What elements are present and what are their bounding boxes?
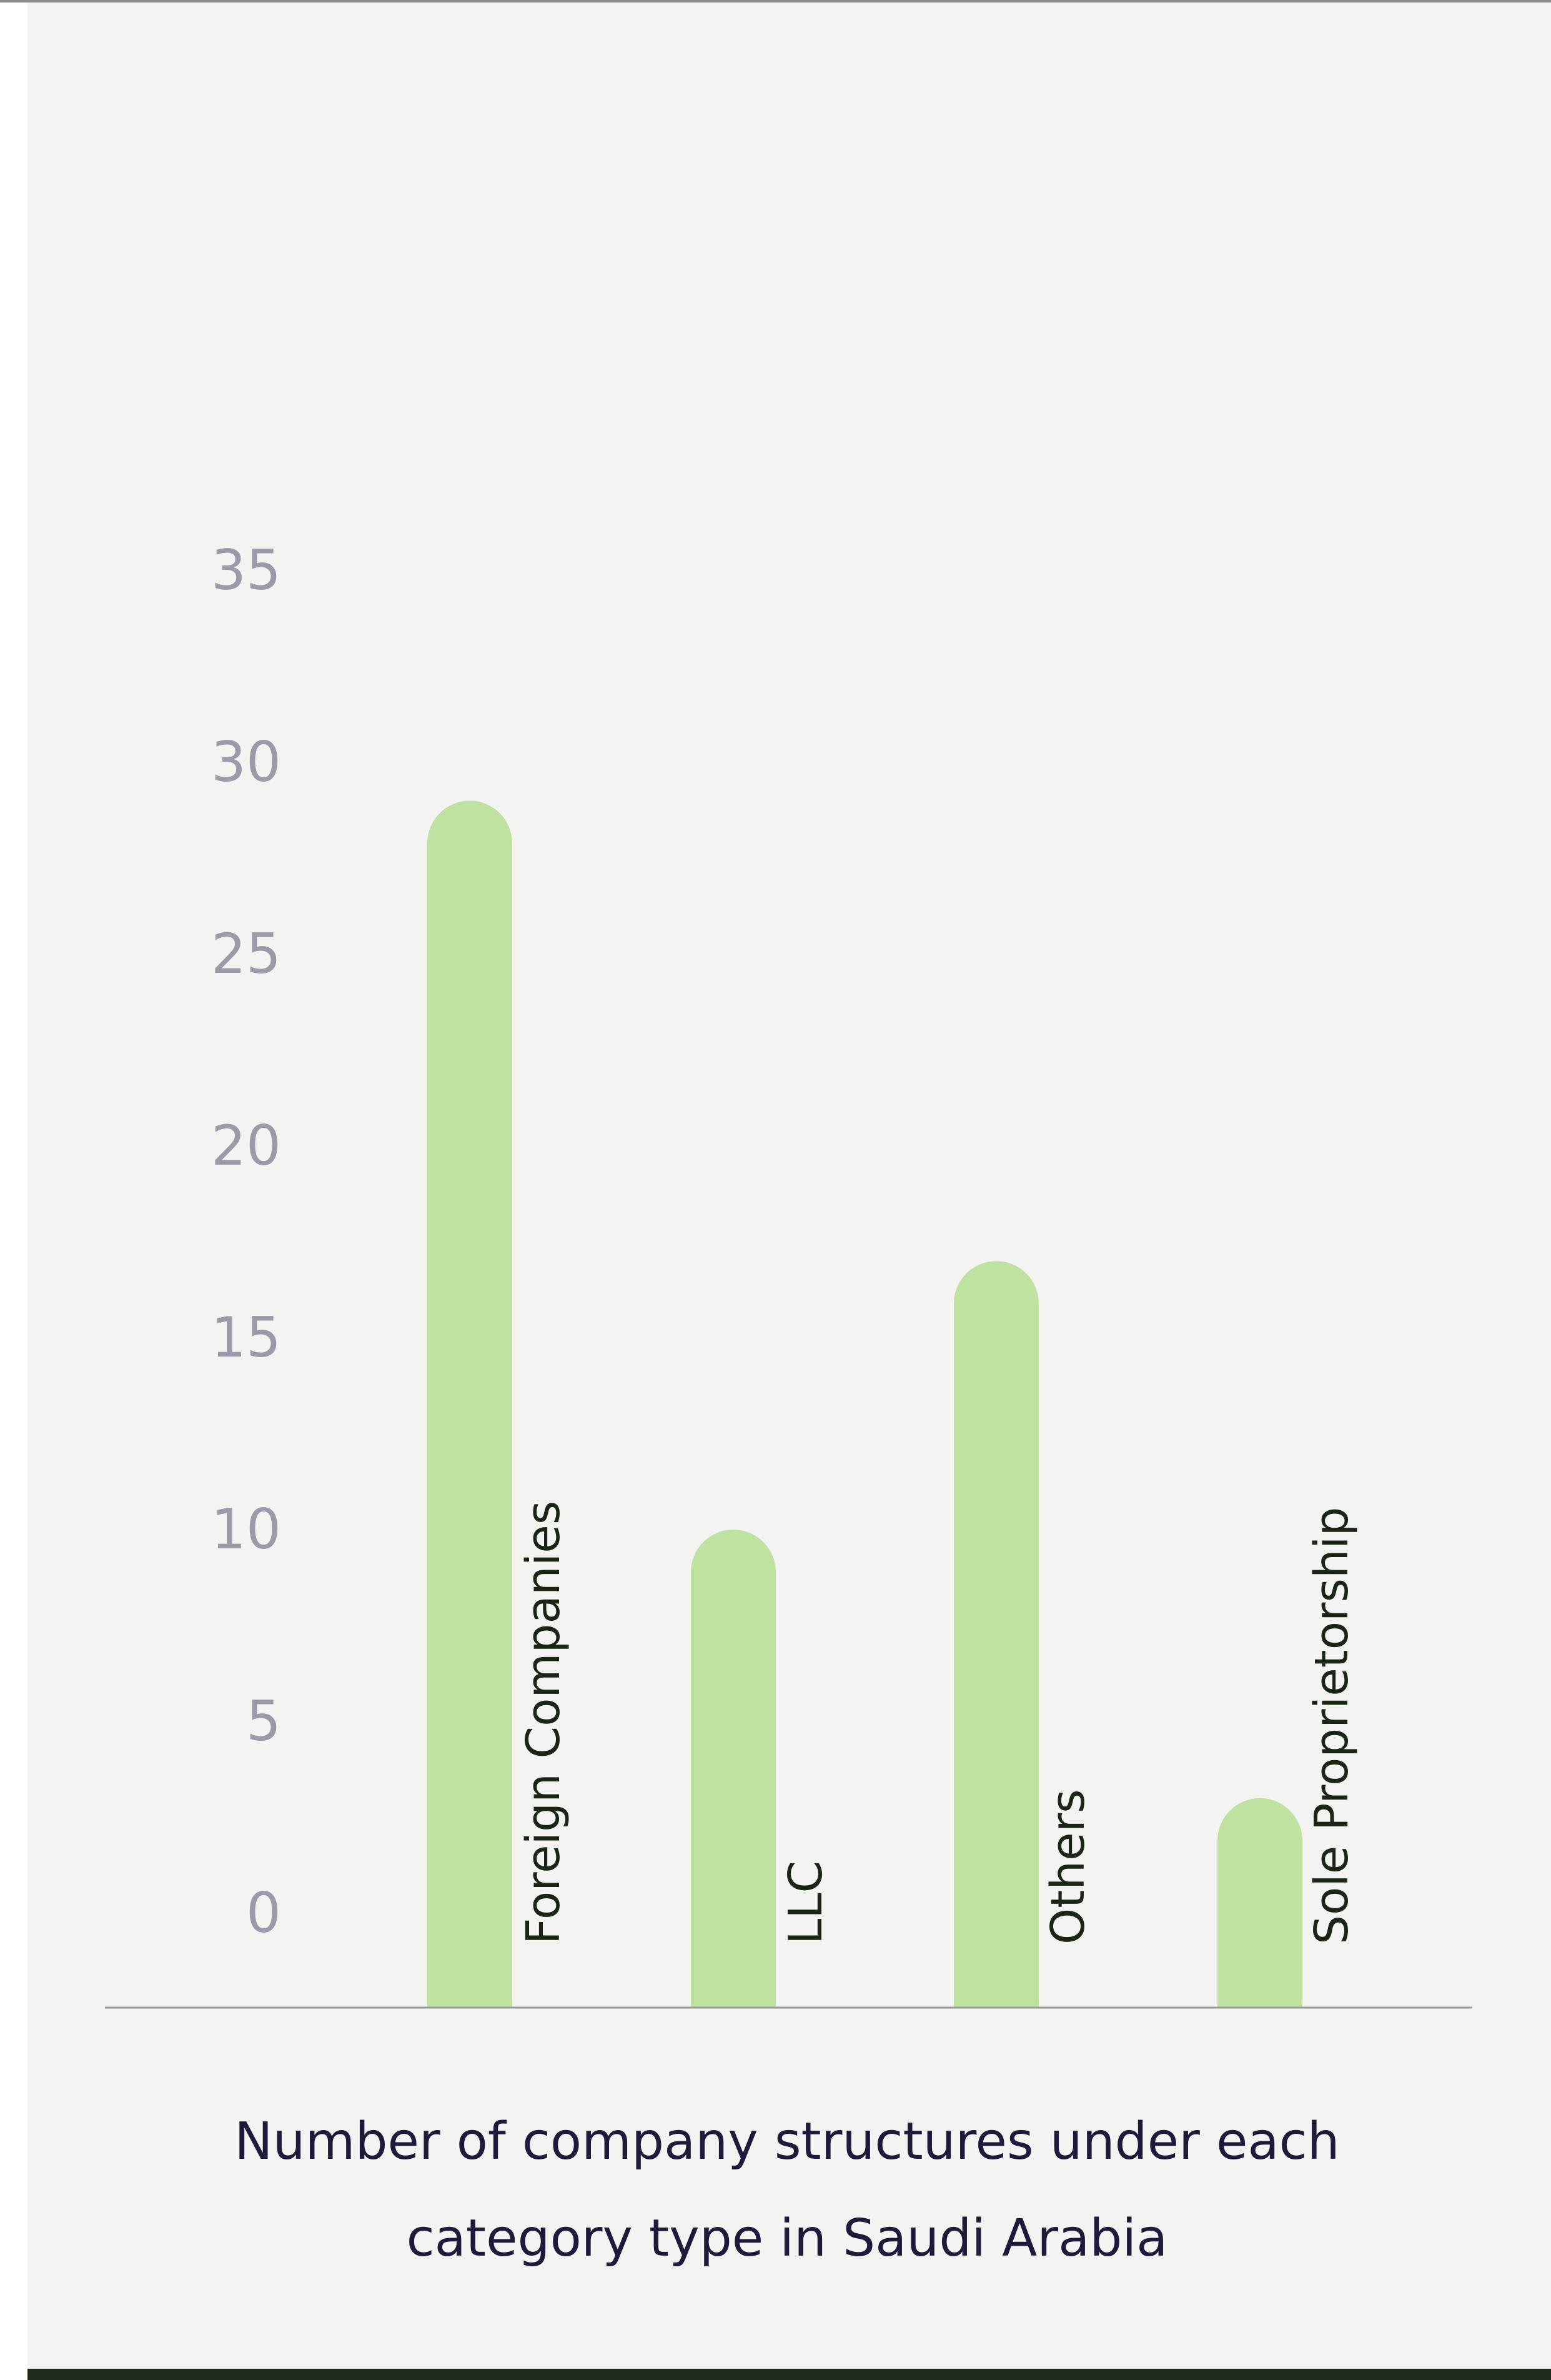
chart-caption: Number of company structures under each … bbox=[162, 2093, 1412, 2287]
category-label: Others bbox=[1041, 1789, 1095, 1944]
bar-foreign-companies bbox=[427, 800, 512, 2008]
bar-sole-proprietorship bbox=[1217, 1798, 1302, 2008]
y-tick-label: 5 bbox=[246, 1689, 281, 1753]
y-tick-label: 0 bbox=[246, 1881, 281, 1945]
caption-line-1: Number of company structures under each bbox=[234, 2112, 1340, 2171]
category-label: LLC bbox=[779, 1861, 833, 1944]
bottom-bar bbox=[27, 2369, 1551, 2380]
y-tick-label: 20 bbox=[211, 1113, 281, 1178]
category-label: Sole Proprietorship bbox=[1305, 1507, 1359, 1944]
y-tick-label: 30 bbox=[211, 730, 281, 794]
top-divider bbox=[0, 0, 1551, 2]
y-tick-label: 10 bbox=[211, 1497, 281, 1561]
y-tick-label: 35 bbox=[211, 538, 281, 602]
y-tick-label: 25 bbox=[211, 922, 281, 986]
caption-line-2: category type in Saudi Arabia bbox=[406, 2209, 1168, 2268]
bar-others bbox=[954, 1261, 1039, 2008]
bar-llc bbox=[691, 1530, 776, 2008]
y-tick-label: 15 bbox=[211, 1305, 281, 1370]
category-label: Foreign Companies bbox=[517, 1501, 570, 1944]
